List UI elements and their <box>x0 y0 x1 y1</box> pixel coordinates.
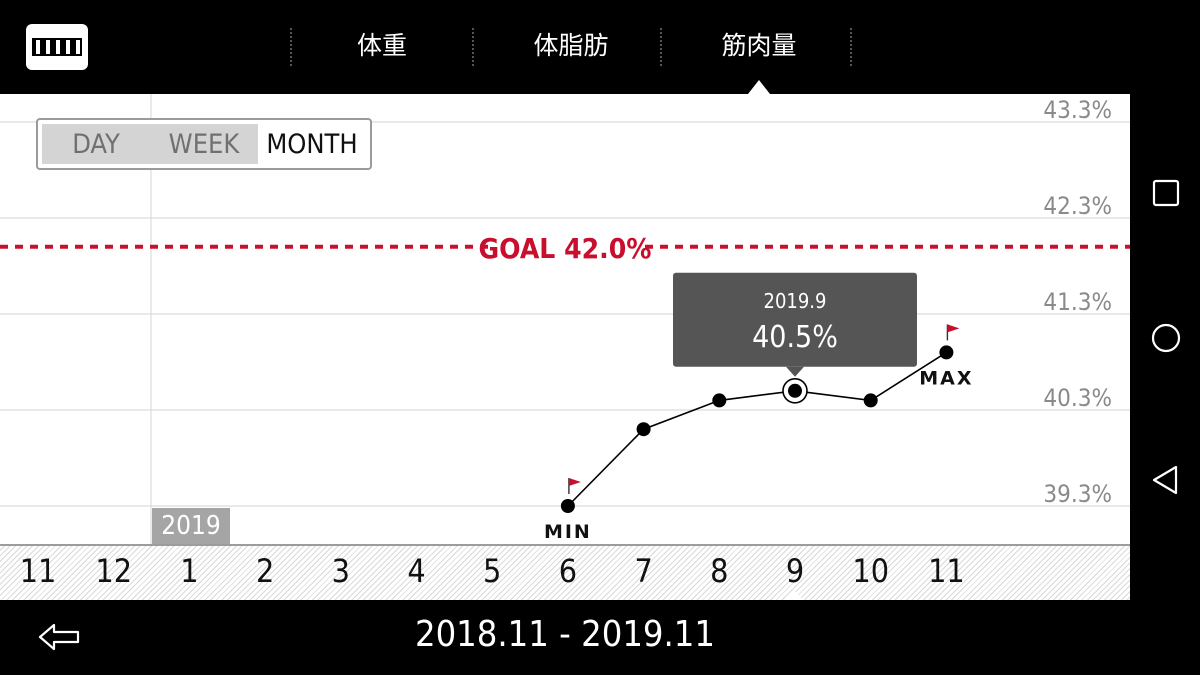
max-label: MAX <box>919 367 973 389</box>
bottom-bar <box>0 600 1130 675</box>
x-tick-label[interactable]: 12 <box>95 552 132 590</box>
y-tick-label: 40.3% <box>1043 384 1112 412</box>
tooltip-box <box>673 272 917 367</box>
tooltip-date: 2019.9 <box>764 289 827 313</box>
tab-divider <box>290 28 292 66</box>
series-line <box>567 351 947 507</box>
year-label: 2019 <box>152 508 230 544</box>
android-nav-bar <box>1130 0 1200 675</box>
tab-divider <box>472 28 474 66</box>
active-tab-indicator <box>748 80 770 94</box>
min-label: MIN <box>544 521 592 543</box>
period-selector[interactable]: DAY WEEK MONTH <box>36 118 372 170</box>
x-axis-line <box>0 544 1130 546</box>
x-tick-label[interactable]: 4 <box>407 552 426 590</box>
tab-weight[interactable]: 体重 <box>356 31 407 60</box>
tooltip-pointer <box>786 366 804 377</box>
square-icon[interactable] <box>1146 173 1186 213</box>
x-tick-label[interactable]: 7 <box>634 552 653 590</box>
period-month-button[interactable]: MONTH <box>258 124 366 164</box>
data-point <box>636 422 651 437</box>
tooltip-value: 40.5% <box>752 320 838 355</box>
max-flag-icon <box>947 324 960 333</box>
tab-divider <box>850 28 852 66</box>
back-arrow-icon[interactable] <box>38 622 80 652</box>
x-tick-label[interactable]: 2 <box>255 552 275 590</box>
y-tick-label: 43.3% <box>1043 96 1112 124</box>
period-day-button[interactable]: DAY <box>42 124 150 164</box>
data-point <box>560 499 575 513</box>
period-week-button[interactable]: WEEK <box>150 124 258 164</box>
chart-area[interactable]: 43.3% 42.3% 41.3% 40.3% 39.3% GOAL 42.0% MIN MA… <box>0 94 1130 546</box>
x-tick-label[interactable]: 6 <box>558 552 578 590</box>
tab-body-fat[interactable]: 体脂肪 <box>533 31 609 60</box>
x-tick-label[interactable]: 9 <box>785 552 805 590</box>
date-range-label: 2018.11 - 2019.11 <box>414 614 716 655</box>
x-axis-strip[interactable] <box>0 544 1130 600</box>
data-point <box>712 393 727 408</box>
tanita-logo-icon[interactable] <box>26 24 88 70</box>
x-tick-label[interactable]: 1 <box>180 552 199 590</box>
goal-label-bg <box>492 228 638 263</box>
line-chart[interactable]: 43.3% 42.3% 41.3% 40.3% 39.3% GOAL 42.0% MIN MA… <box>0 94 1130 546</box>
triangle-back-icon[interactable] <box>1146 460 1186 500</box>
x-tick-label[interactable]: 8 <box>710 552 729 590</box>
x-tick-label[interactable]: 3 <box>331 552 350 590</box>
data-point <box>939 345 954 360</box>
x-tick-label[interactable]: 5 <box>483 552 502 590</box>
x-tick-label[interactable]: 11 <box>928 552 965 590</box>
top-bar: 体重 体脂肪 筋肉量 <box>0 0 1130 94</box>
tab-muscle-mass[interactable]: 筋肉量 <box>721 31 797 60</box>
tab-divider <box>660 28 662 66</box>
x-tick-label[interactable]: 11 <box>19 552 57 590</box>
x-tick-label[interactable]: 10 <box>852 552 889 590</box>
circle-icon[interactable] <box>1146 318 1186 358</box>
y-tick-label: 41.3% <box>1043 288 1112 316</box>
y-tick-label: 42.3% <box>1043 192 1112 220</box>
y-tick-label: 39.3% <box>1043 480 1112 508</box>
goal-label: GOAL 42.0% <box>478 232 651 265</box>
data-point <box>788 383 802 398</box>
selected-month-indicator <box>783 590 805 602</box>
data-point <box>863 393 878 408</box>
min-flag-icon <box>568 478 581 486</box>
